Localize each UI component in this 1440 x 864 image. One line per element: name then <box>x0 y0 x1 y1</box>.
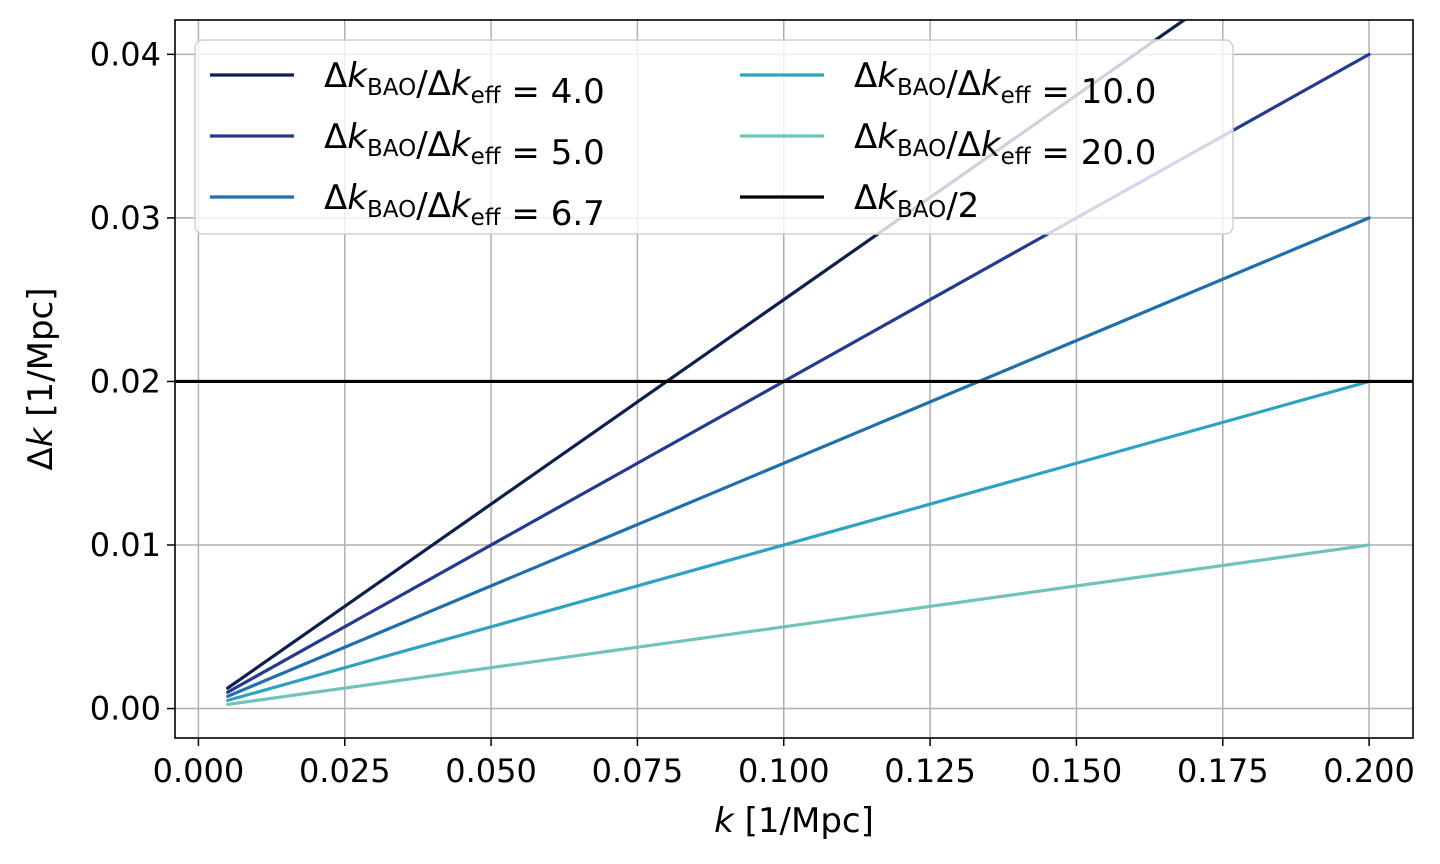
series-line <box>226 543 1371 707</box>
y-axis-label: Δk [1/Mpc] <box>21 287 61 470</box>
series-line <box>226 20 1187 690</box>
x-axis-label: k [1/Mpc] <box>714 801 874 841</box>
legend-entry-label: ΔkBAO/Δkeff = 20.0 <box>854 117 1156 173</box>
plot-frame <box>174 19 1414 739</box>
y-tick-label: 0.00 <box>90 690 161 728</box>
x-tick-label: 0.000 <box>153 752 245 790</box>
series-line <box>226 216 1371 698</box>
x-tick-label: 0.025 <box>299 752 391 790</box>
legend-entry-label: ΔkBAO/Δkeff = 6.7 <box>324 178 605 234</box>
y-tick-label: 0.04 <box>90 35 161 73</box>
ticks: 0.000 0.025 0.050 0.075 0.100 0.125 0.150 0.175… <box>90 35 1415 790</box>
x-tick-label: 0.050 <box>445 752 537 790</box>
legend-entry-label: ΔkBAO/Δkeff = 5.0 <box>324 117 605 173</box>
x-tick-label: 0.200 <box>1323 752 1415 790</box>
series-line <box>226 379 1371 702</box>
legend-frame <box>194 39 1234 235</box>
x-tick-label: 0.075 <box>592 752 684 790</box>
y-tick-label: 0.02 <box>90 362 161 400</box>
y-tick-label: 0.01 <box>90 526 161 564</box>
x-tick-label: 0.125 <box>884 752 976 790</box>
legend-entry-label: ΔkBAO/Δkeff = 4.0 <box>324 56 605 112</box>
x-tick-label: 0.150 <box>1031 752 1123 790</box>
legend-entry-label: ΔkBAO/2 <box>854 178 979 226</box>
legend-entry-label: ΔkBAO/Δkeff = 10.0 <box>854 56 1156 112</box>
x-tick-label: 0.175 <box>1177 752 1269 790</box>
x-tick-label: 0.100 <box>738 752 830 790</box>
y-tick-label: 0.03 <box>90 199 161 237</box>
